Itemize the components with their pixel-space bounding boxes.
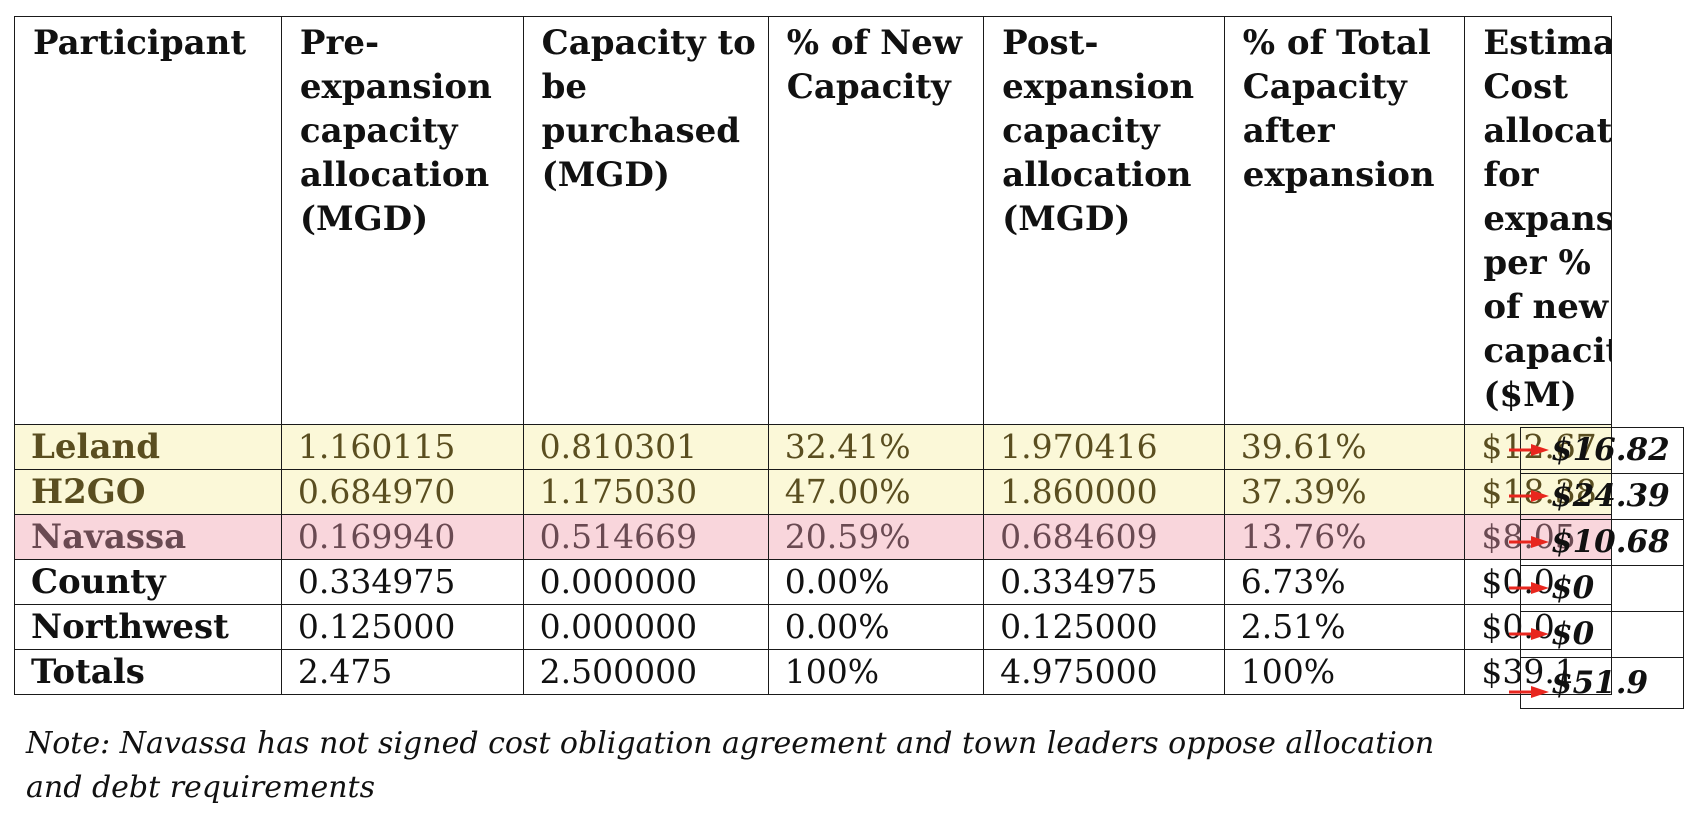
cell-pre: 2.475 <box>280 649 524 695</box>
header-capacity-purchased: Capacity to be purchased (MGD) <box>522 16 769 425</box>
capacity-allocation-table: Participant Pre-expansion capacity alloc… <box>14 16 1612 695</box>
cell-purchased: 0.000000 <box>522 604 769 650</box>
table-row: Leland 1.160115 0.810301 32.41% 1.970416… <box>14 424 1612 470</box>
cell-participant: Northwest <box>14 604 282 650</box>
projected-cost-value: $51.9 <box>1551 664 1649 701</box>
cell-pct-new: 100% <box>767 649 985 695</box>
cell-pct-total: 39.61% <box>1223 424 1466 470</box>
header-pre-expansion: Pre-expansion capacity allocation (MGD) <box>280 16 524 425</box>
cell-pct-new: 20.59% <box>767 514 985 560</box>
cell-purchased: 2.500000 <box>522 649 769 695</box>
cell-post: 0.684609 <box>983 514 1225 560</box>
projected-cost-value: $24.39 <box>1551 478 1670 514</box>
cell-pct-total: 6.73% <box>1223 559 1466 605</box>
projected-cost-value: $16.82 <box>1551 432 1670 468</box>
cell-purchased: 0.514669 <box>522 514 769 560</box>
projected-cost-row: $16.82 <box>1509 426 1683 473</box>
cell-post: 4.975000 <box>983 649 1225 695</box>
cell-pre: 0.684970 <box>280 469 524 515</box>
projected-cost-row: $10.68 <box>1509 518 1683 565</box>
red-arrow-icon <box>1509 685 1549 698</box>
note-text: Note: Navassa has not signed cost obliga… <box>26 726 1435 805</box>
cell-pre: 0.125000 <box>280 604 524 650</box>
cell-pre: 0.334975 <box>280 559 524 605</box>
header-participant: Participant <box>14 16 282 425</box>
cell-post: 1.860000 <box>983 469 1225 515</box>
totals-row: Totals 2.475 2.500000 100% 4.975000 100%… <box>14 649 1612 695</box>
cell-pct-total: 2.51% <box>1223 604 1466 650</box>
cell-pre: 0.169940 <box>280 514 524 560</box>
header-pct-total-capacity: % of Total Capacity after expansion <box>1223 16 1466 425</box>
red-arrow-icon <box>1509 582 1549 594</box>
table-row: County 0.334975 0.000000 0.00% 0.334975 … <box>14 559 1612 605</box>
red-arrow-icon <box>1509 628 1549 640</box>
header-pct-new-capacity: % of New Capacity <box>767 16 985 425</box>
projected-cost-value: $0 <box>1551 570 1595 606</box>
projected-cost-value: $0 <box>1551 616 1595 652</box>
table-row: Northwest 0.125000 0.000000 0.00% 0.1250… <box>14 604 1612 650</box>
projected-cost-row: $0 <box>1509 564 1683 611</box>
cell-participant: Totals <box>14 649 282 695</box>
header-estimated-cost: Estimated Cost allocation for expansion … <box>1464 16 1612 425</box>
projected-cost-row: $0 <box>1509 610 1683 657</box>
cell-participant: Leland <box>14 424 282 470</box>
cell-cost: $12.67 <box>1464 424 1612 470</box>
table-header-row: Participant Pre-expansion capacity alloc… <box>14 16 1612 425</box>
cell-pct-new: 0.00% <box>767 559 985 605</box>
cell-cost: $0.0 <box>1464 559 1612 605</box>
cell-post: 0.334975 <box>983 559 1225 605</box>
projected-cost-row: $51.9 <box>1509 656 1683 708</box>
cell-cost: $18.38 <box>1464 469 1612 515</box>
cell-pct-new: 47.00% <box>767 469 985 515</box>
projected-cost-row: $24.39 <box>1509 472 1683 519</box>
cell-cost: $0.0 <box>1464 604 1612 650</box>
cell-post: 0.125000 <box>983 604 1225 650</box>
cell-pre: 1.160115 <box>280 424 524 470</box>
table-row: H2GO 0.684970 1.175030 47.00% 1.860000 3… <box>14 469 1612 515</box>
cell-participant: County <box>14 559 282 605</box>
projected-cost-column: $16.82 $24.39 $10.68 $0 $0 $51.9 <box>1509 426 1684 709</box>
red-arrow-icon <box>1509 536 1549 548</box>
cell-purchased: 0.810301 <box>522 424 769 470</box>
red-arrow-icon <box>1509 444 1549 456</box>
cell-pct-total: 13.76% <box>1223 514 1466 560</box>
red-arrow-icon <box>1509 490 1549 502</box>
cell-post: 1.970416 <box>983 424 1225 470</box>
cell-pct-total: 37.39% <box>1223 469 1466 515</box>
header-post-expansion: Post-expansion capacity allocation (MGD) <box>983 16 1225 425</box>
table-row: Navassa 0.169940 0.514669 20.59% 0.68460… <box>14 514 1612 560</box>
cell-participant: H2GO <box>14 469 282 515</box>
cell-pct-new: 32.41% <box>767 424 985 470</box>
cell-purchased: 0.000000 <box>522 559 769 605</box>
cell-purchased: 1.175030 <box>522 469 769 515</box>
projected-cost-value: $10.68 <box>1551 524 1670 560</box>
cell-pct-total: 100% <box>1223 649 1466 695</box>
cell-pct-new: 0.00% <box>767 604 985 650</box>
cell-participant: Navassa <box>14 514 282 560</box>
